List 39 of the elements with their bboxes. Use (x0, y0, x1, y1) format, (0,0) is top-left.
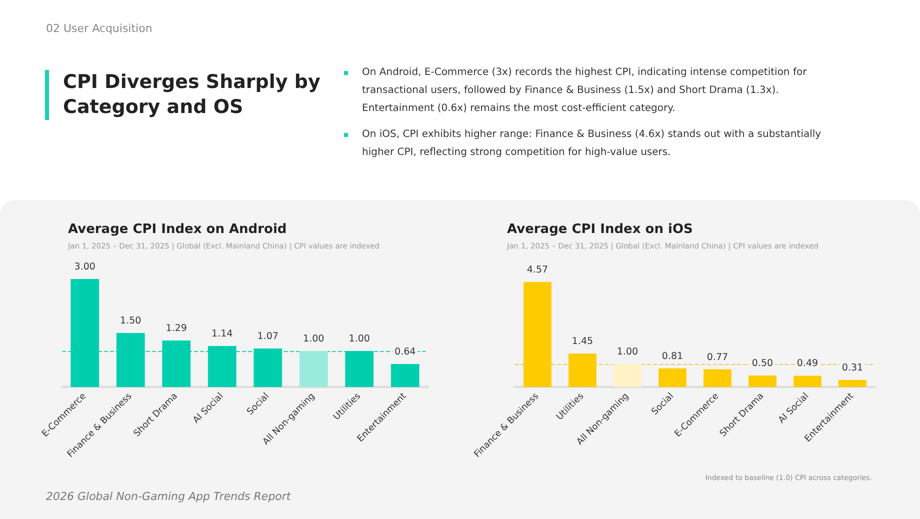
bar (70, 279, 100, 387)
chart-title: Average CPI Index on Android (68, 222, 287, 237)
data-label: 3.00 (74, 262, 96, 272)
data-label: 0.81 (662, 350, 684, 362)
data-label: 4.57 (526, 264, 548, 276)
data-label: 1.07 (257, 330, 278, 342)
bar (299, 351, 328, 387)
bar (614, 364, 642, 387)
data-label: 0.49 (796, 358, 818, 370)
data-label: 1.00 (303, 334, 324, 344)
bar (116, 333, 145, 387)
data-label: 1.00 (616, 346, 638, 358)
bar (838, 380, 866, 387)
bar (345, 351, 374, 387)
bar (524, 282, 552, 387)
bar (748, 376, 776, 387)
data-label: 1.29 (166, 323, 187, 334)
data-label: 1.14 (212, 328, 233, 340)
text: On Android, E-Commerce (3x) records the highest CPI, indicating intense competition for transactional users, followed by Finance & Business (1.5x) and Short Drama (1.3x). Entertainment (0.6x) remains the most cost-efficient category. (362, 67, 807, 114)
bar (568, 354, 596, 387)
bar (704, 369, 732, 387)
text: 2026 Global Non-Gaming App Trends Report (46, 490, 291, 503)
data-label: 0.64 (394, 346, 416, 358)
data-label: 1.45 (572, 336, 594, 348)
data-label: 0.77 (706, 352, 728, 363)
text: CPI Diverges Sharply by Category and OS (63, 70, 322, 120)
data-label: 1.00 (348, 334, 370, 344)
bar (162, 340, 191, 387)
data-label: 1.50 (120, 316, 142, 326)
text: 02 User Acquisition (46, 22, 152, 35)
bar (208, 346, 236, 387)
bar (658, 368, 686, 387)
chart-title: Average CPI Index on iOS (507, 222, 693, 237)
data-label: 0.50 (752, 358, 774, 370)
text: On iOS, CPI exhibits higher range: Finance & Business (4.6x) stands out with a substantially higher CPI, reflecting strong competition for high-value users. (362, 129, 822, 158)
bar (254, 348, 282, 387)
bar (794, 376, 822, 387)
bar (390, 364, 420, 387)
data-label: 0.31 (842, 362, 864, 374)
